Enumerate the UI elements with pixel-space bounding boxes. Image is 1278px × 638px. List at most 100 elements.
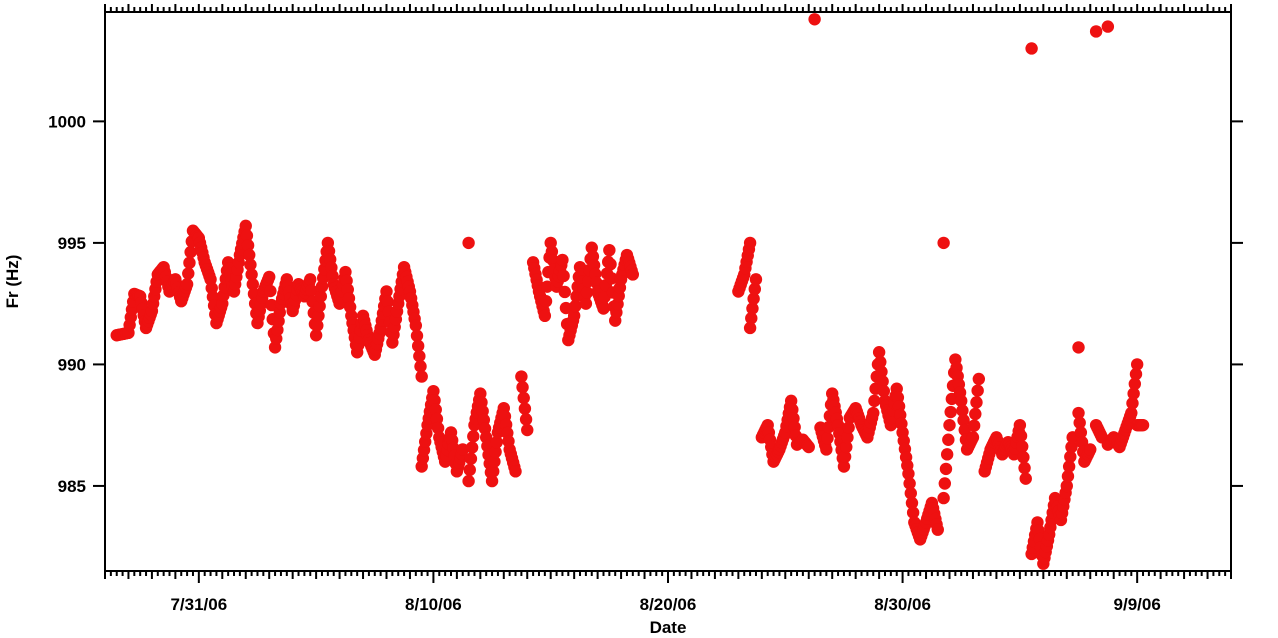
data-point-fill	[381, 295, 394, 308]
data-point-fill	[938, 477, 952, 490]
data-point-fill	[413, 349, 426, 363]
data-point-fill	[411, 339, 425, 353]
data-point	[626, 268, 640, 281]
data-point	[427, 384, 440, 398]
y-tick-label: 985	[58, 477, 86, 496]
data-point-fill	[942, 433, 955, 446]
data-point	[902, 467, 915, 480]
y-tick-label: 990	[58, 355, 86, 374]
data-point	[309, 329, 323, 342]
data-points	[110, 13, 1150, 570]
data-point	[538, 309, 552, 323]
data-point-fill	[1129, 367, 1143, 381]
data-point-fill	[264, 284, 277, 298]
data-point-fill	[464, 452, 478, 465]
data-point-fill	[414, 360, 427, 373]
data-point	[872, 346, 886, 359]
data-point	[509, 465, 522, 478]
data-point-fill	[463, 463, 476, 477]
data-point-fill	[429, 403, 442, 416]
data-point-fill	[314, 290, 328, 303]
data-point-fill	[842, 421, 855, 434]
data-point	[409, 319, 423, 332]
data-point-fill	[313, 299, 326, 313]
data-point-fill	[431, 421, 445, 435]
data-point-fill	[969, 407, 982, 421]
data-point-fill	[488, 455, 501, 468]
x-tick-label: 9/9/06	[1114, 595, 1161, 614]
data-point	[749, 273, 763, 286]
data-point-fill	[490, 435, 503, 449]
data-point-fill	[465, 441, 479, 454]
data-point-fill	[875, 365, 888, 378]
data-point	[820, 443, 833, 456]
data-point-fill	[558, 285, 571, 299]
data-point	[245, 268, 258, 281]
data-point-fill	[1014, 429, 1028, 443]
data-point	[567, 309, 581, 323]
data-point-fill	[1017, 451, 1030, 464]
data-point-fill	[540, 280, 554, 293]
data-point	[556, 253, 569, 267]
data-point	[579, 297, 593, 310]
data-point	[966, 431, 980, 444]
data-point-fill	[1065, 440, 1078, 454]
data-point-fill	[876, 375, 889, 388]
data-point-fill	[1064, 450, 1077, 463]
data-point-fill	[838, 450, 852, 463]
data-point-fill	[745, 312, 758, 325]
x-tick-label: 7/31/06	[170, 595, 227, 614]
data-point	[515, 370, 528, 383]
data-point-fill	[305, 284, 318, 297]
data-point	[304, 273, 317, 286]
x-tick-label: 8/20/06	[640, 595, 697, 614]
data-point-fill	[605, 272, 618, 285]
data-point-fill	[746, 302, 759, 315]
data-point-fill	[877, 384, 891, 398]
data-point	[415, 370, 428, 383]
data-point-fill	[971, 384, 984, 397]
data-point-fill	[868, 394, 881, 408]
data-point-fill	[184, 245, 197, 259]
data-point	[837, 460, 851, 473]
data-point-fill	[1075, 435, 1089, 449]
data-point	[1084, 443, 1097, 456]
data-point	[937, 491, 950, 505]
data-point-fill	[246, 278, 259, 291]
data-point-fill	[1018, 461, 1031, 475]
data-point	[462, 474, 475, 488]
data-point	[239, 219, 252, 233]
data-point-fill	[557, 269, 570, 283]
data-point	[1089, 25, 1103, 38]
data-point	[937, 236, 950, 250]
data-point-fill	[1127, 387, 1140, 400]
x-tick-label: 8/10/06	[405, 595, 462, 614]
data-point-fill	[944, 405, 957, 419]
data-point	[462, 236, 475, 250]
data-point	[1013, 418, 1027, 432]
data-point-fill	[905, 496, 919, 510]
data-point-fill	[1073, 416, 1086, 429]
data-point-fill	[518, 402, 532, 415]
data-point-fill	[243, 248, 256, 262]
data-point	[180, 278, 194, 291]
data-point	[808, 13, 821, 26]
data-point	[456, 443, 469, 456]
data-point-fill	[1074, 426, 1088, 439]
y-axis-title: Fr (Hz)	[3, 255, 22, 309]
data-point-fill	[489, 445, 502, 459]
data-point-fill	[559, 301, 573, 315]
data-point-fill	[312, 309, 325, 323]
data-point-fill	[240, 229, 254, 242]
data-point-fill	[957, 414, 970, 427]
data-point	[1136, 418, 1150, 432]
data-point-fill	[569, 299, 582, 313]
data-point-fill	[970, 396, 983, 409]
y-tick-label: 1000	[48, 112, 86, 131]
data-point	[943, 418, 956, 432]
data-point	[743, 236, 757, 250]
data-point	[1025, 42, 1038, 55]
data-point-fill	[874, 355, 887, 369]
data-point-fill	[241, 239, 255, 252]
tick-labels: 7/31/06 8/10/06 8/20/06 8/30/06 9/9/06 985 990…	[48, 112, 1161, 614]
